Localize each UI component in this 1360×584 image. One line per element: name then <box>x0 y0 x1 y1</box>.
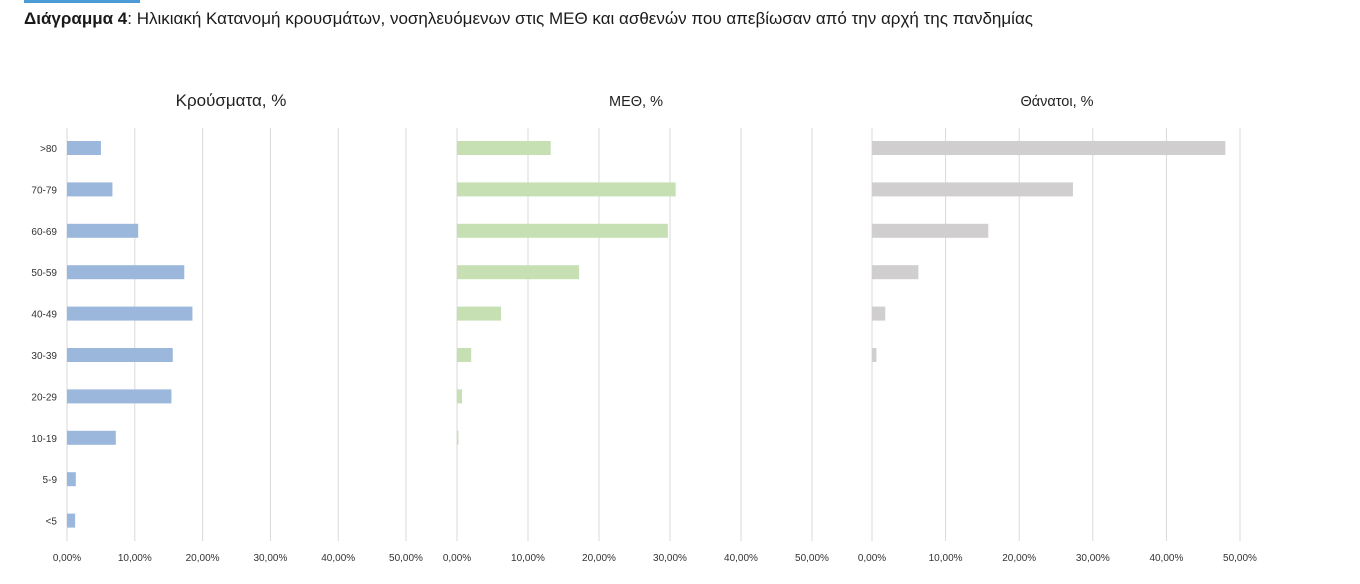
cases-x-tick-label: 40,00% <box>321 553 355 564</box>
title-accent-line <box>24 0 140 3</box>
category-label: 10-19 <box>31 434 57 445</box>
icu-x-tick-label: 30,00% <box>653 553 687 564</box>
figure-label: Διάγραμμα 4 <box>24 9 128 28</box>
cases-chart-title: Κρούσματα, % <box>176 91 287 110</box>
icu-x-tick-label: 50,00% <box>795 553 829 564</box>
icu-bar <box>457 430 459 445</box>
category-label: 20-29 <box>31 392 57 403</box>
figure-caption: : Ηλικιακή Κατανομή κρουσμάτων, νοσηλευό… <box>127 9 1033 28</box>
icu-bar <box>457 389 462 404</box>
deaths-bar <box>872 141 1226 155</box>
deaths-x-tick-label: 0,00% <box>858 553 886 564</box>
category-label: <5 <box>46 517 58 528</box>
deaths-bar <box>872 182 1073 197</box>
cases-x-tick-label: 50,00% <box>389 553 423 564</box>
deaths-x-tick-label: 50,00% <box>1223 553 1257 564</box>
icu-bar <box>457 348 472 362</box>
category-label: 30-39 <box>31 351 57 362</box>
category-label: 40-49 <box>31 310 57 321</box>
cases-bar <box>67 348 173 362</box>
cases-bar <box>67 389 172 404</box>
icu-bar <box>457 306 502 321</box>
cases-bar <box>67 265 185 280</box>
deaths-bar <box>872 348 877 362</box>
deaths-x-tick-label: 20,00% <box>1002 553 1036 564</box>
deaths-bar <box>872 223 989 238</box>
cases-bar <box>67 182 113 197</box>
cases-x-tick-label: 0,00% <box>53 553 81 564</box>
icu-bar <box>457 141 551 155</box>
cases-bar <box>67 306 193 321</box>
cases-x-tick-label: 30,00% <box>253 553 287 564</box>
cases-bar <box>67 141 101 155</box>
deaths-bar <box>872 306 886 321</box>
deaths-x-tick-label: 10,00% <box>929 553 963 564</box>
cases-bar <box>67 223 139 238</box>
icu-chart-title: ΜΕΘ, % <box>609 94 663 110</box>
deaths-x-tick-label: 40,00% <box>1149 553 1183 564</box>
cases-bar <box>67 513 76 528</box>
cases-bar <box>67 430 116 445</box>
deaths-bar <box>872 265 919 280</box>
icu-bar <box>457 223 668 238</box>
icu-bar <box>457 265 580 280</box>
category-label: 5-9 <box>43 475 58 486</box>
category-label: >80 <box>40 144 57 155</box>
category-label: 50-59 <box>31 268 57 279</box>
icu-x-tick-label: 20,00% <box>582 553 616 564</box>
category-label: 60-69 <box>31 227 57 238</box>
cases-x-tick-label: 20,00% <box>186 553 220 564</box>
cases-bar <box>67 472 76 487</box>
icu-x-tick-label: 0,00% <box>443 553 471 564</box>
figure-title: Διάγραμμα 4: Ηλικιακή Κατανομή κρουσμάτω… <box>24 9 1033 29</box>
icu-bar <box>457 182 676 197</box>
deaths-chart-title: Θάνατοι, % <box>1020 94 1093 110</box>
category-label: 70-79 <box>31 185 57 196</box>
icu-x-tick-label: 10,00% <box>511 553 545 564</box>
cases-x-tick-label: 10,00% <box>118 553 152 564</box>
icu-x-tick-label: 40,00% <box>724 553 758 564</box>
deaths-x-tick-label: 30,00% <box>1076 553 1110 564</box>
